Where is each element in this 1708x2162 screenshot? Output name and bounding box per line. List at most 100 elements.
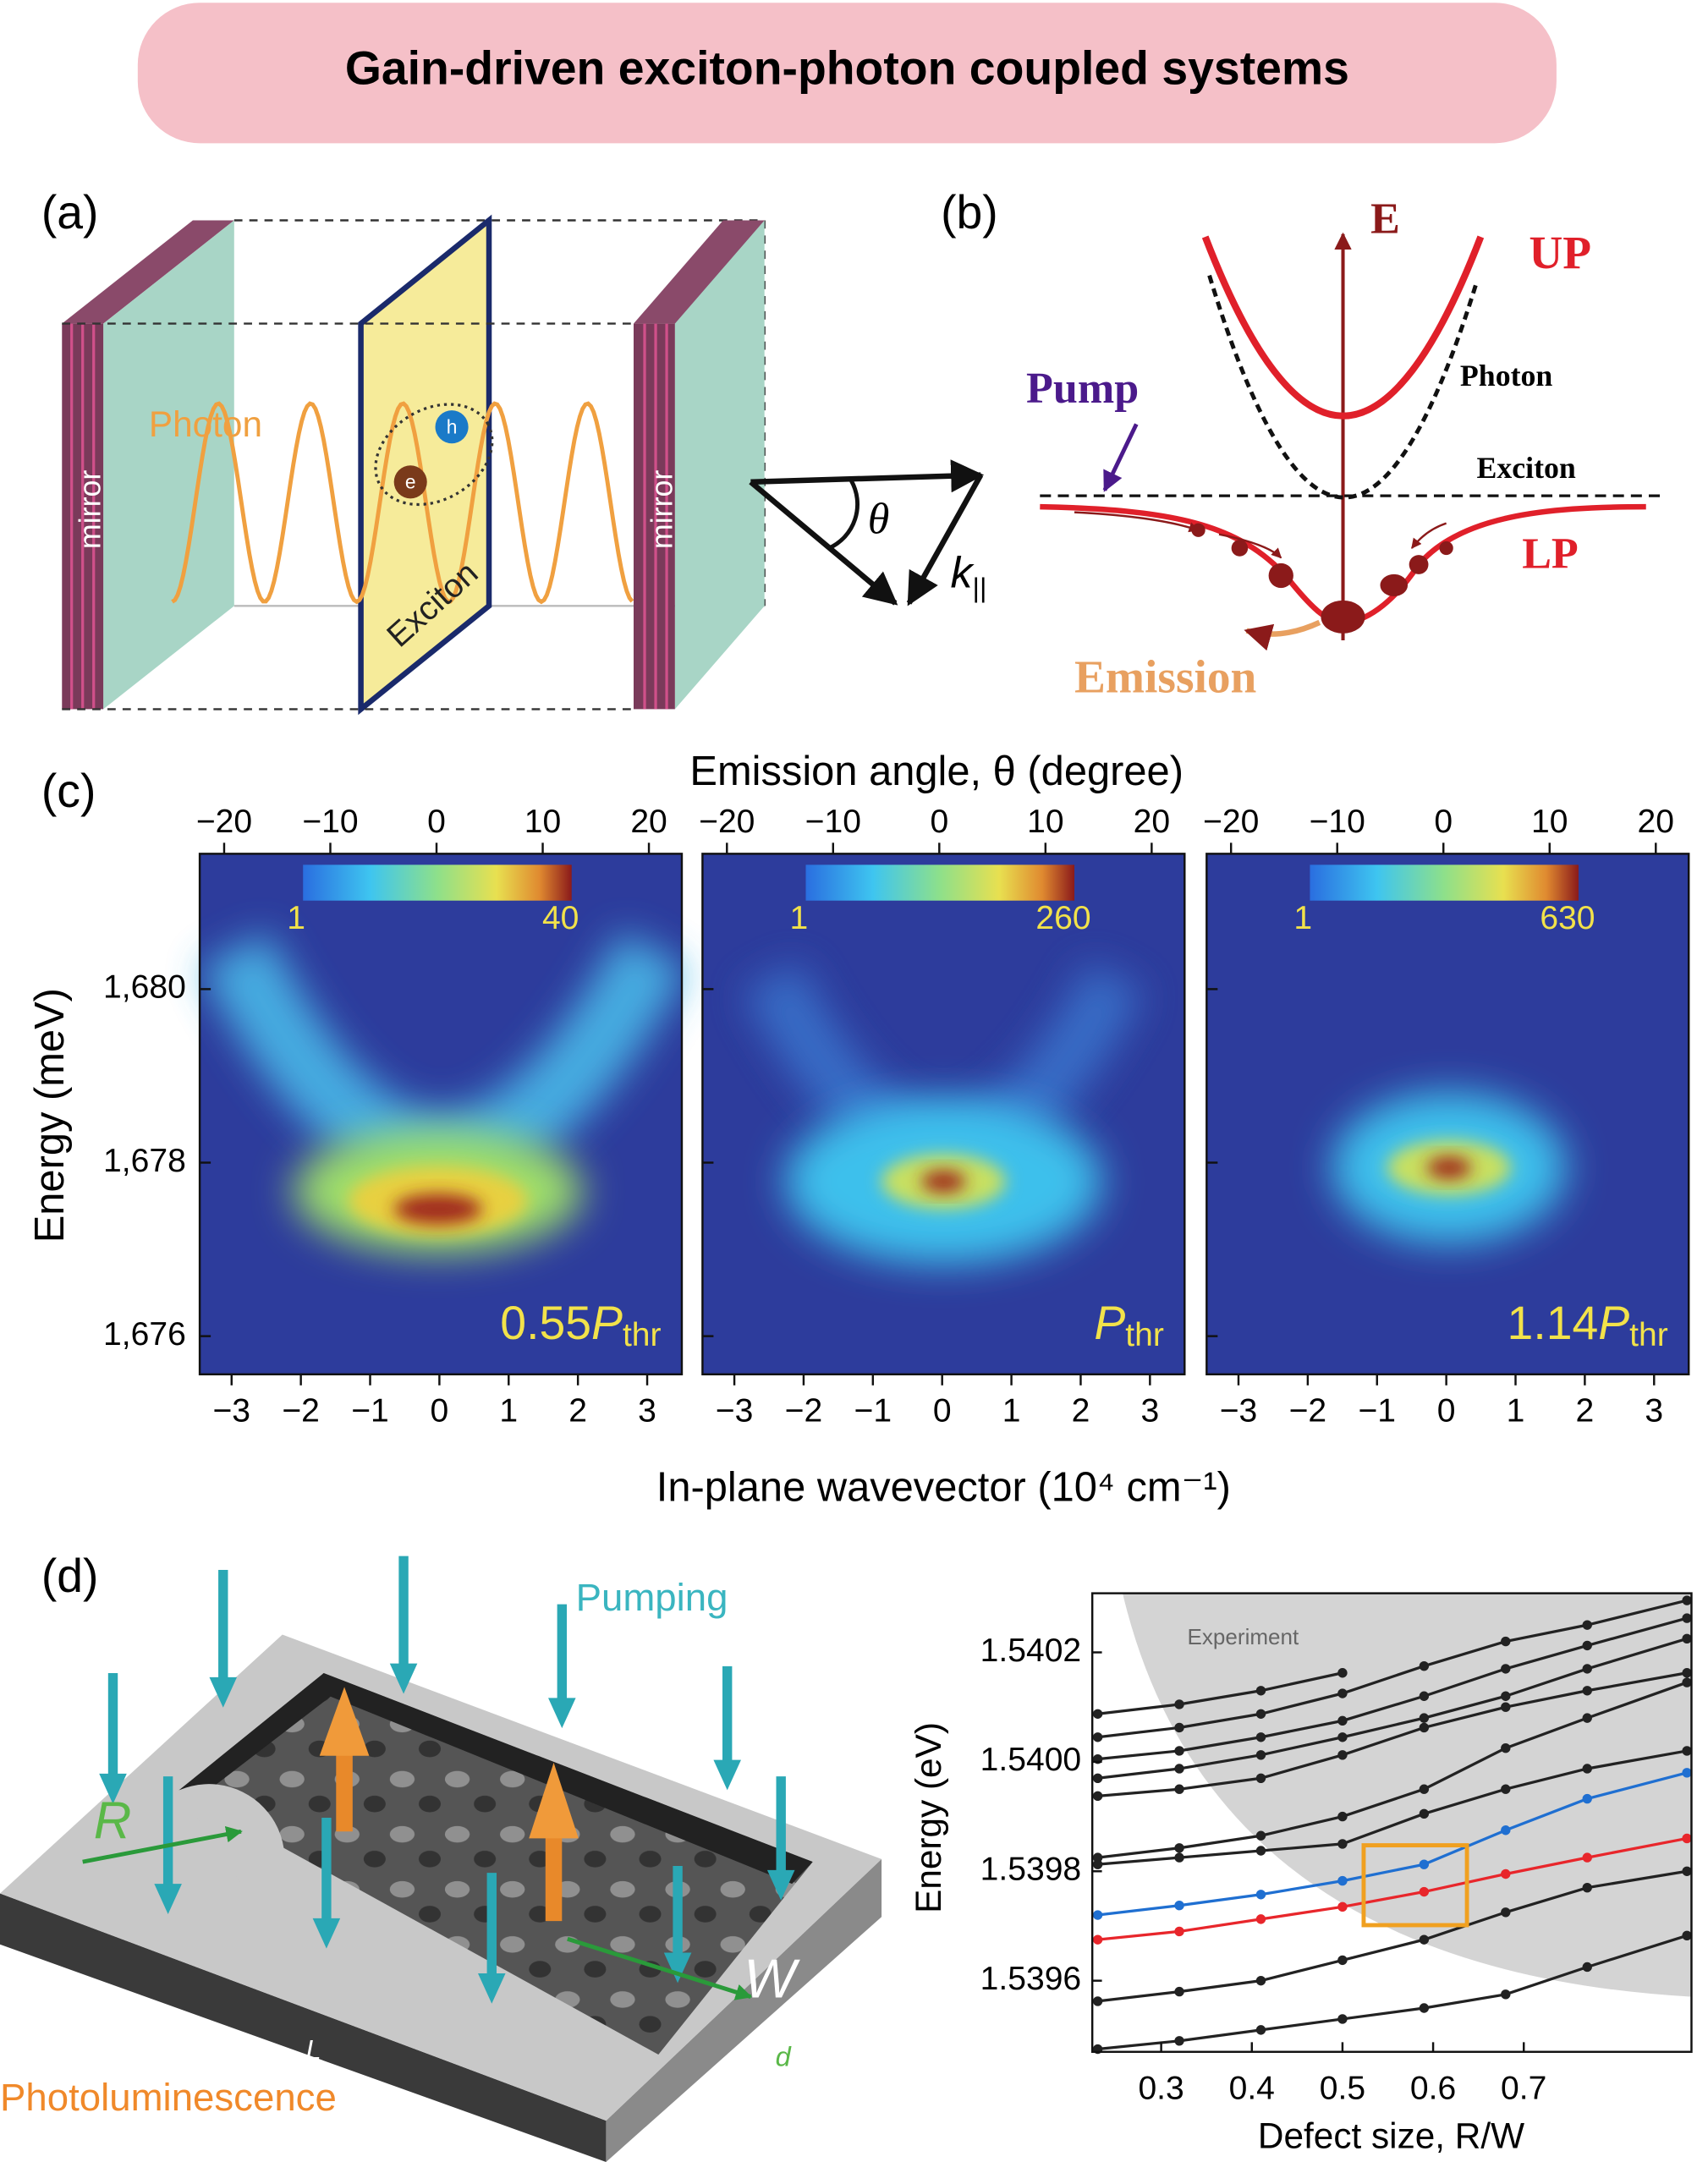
data-point — [1337, 1839, 1348, 1849]
data-point — [1501, 1784, 1511, 1794]
pump-label: Pump — [1026, 365, 1139, 413]
intensity-core — [1426, 1156, 1471, 1179]
data-point — [1419, 1660, 1430, 1671]
x2-tick-label: −10 — [302, 804, 358, 840]
data-point — [1582, 1620, 1592, 1630]
colorbar-min: 1 — [287, 900, 305, 936]
x2-tick-label: −10 — [1310, 804, 1365, 840]
data-point — [1092, 1910, 1103, 1920]
data-point — [1419, 1859, 1430, 1869]
data-point — [1682, 1677, 1692, 1687]
data-point — [1174, 1784, 1184, 1794]
power-symbol: P — [1598, 1296, 1629, 1348]
data-point — [1582, 1713, 1592, 1723]
x-tick-label: 2 — [568, 1393, 587, 1429]
plot-frame — [1090, 1592, 1693, 2053]
series-line — [1097, 1836, 1688, 1941]
data-point — [1682, 1768, 1692, 1778]
data-point — [1092, 1709, 1103, 1719]
series-line — [1097, 1681, 1688, 1859]
x-tick-label: 0 — [933, 1393, 952, 1429]
data-point — [1092, 1859, 1103, 1869]
data-point — [1337, 1750, 1348, 1760]
x-axis-label: Defect size, R/W — [1258, 2116, 1524, 2156]
intensity-core — [393, 1193, 482, 1225]
data-point — [1501, 1743, 1511, 1753]
power-subscript: thr — [1629, 1317, 1668, 1353]
panel-label: (d) — [41, 1550, 99, 1602]
x2-tick-label: 10 — [1531, 804, 1568, 840]
y-tick-label: 1,676 — [103, 1316, 186, 1353]
x-tick-label: −2 — [785, 1393, 823, 1429]
data-point — [1092, 1996, 1103, 2006]
data-point — [1255, 1709, 1266, 1719]
title-banner — [137, 3, 1557, 144]
panel-c: (c) Emission angle, θ (degree) In-plane … — [27, 749, 1690, 1510]
x2-tick-label: 20 — [1638, 804, 1674, 840]
x-tick-label: −1 — [1358, 1393, 1396, 1429]
power-subscript: thr — [623, 1317, 662, 1353]
data-point — [1174, 1926, 1184, 1937]
data-point — [1582, 1664, 1592, 1674]
data-point — [1419, 1808, 1430, 1819]
data-point — [1501, 1664, 1511, 1674]
length-label: L — [305, 2034, 321, 2065]
width-label: W — [744, 1948, 800, 2010]
x-tick-label: −3 — [1220, 1393, 1258, 1429]
data-point — [1255, 1914, 1266, 1924]
y-tick-label: 1.5400 — [980, 1742, 1081, 1778]
data-point — [1174, 2036, 1184, 2046]
series-line — [1097, 1671, 1688, 1797]
data-point — [1174, 1901, 1184, 1911]
x-tick-label: 0.7 — [1501, 2071, 1546, 2107]
power-subscript: thr — [1125, 1317, 1164, 1353]
y-tick-label: 1,680 — [103, 969, 186, 1006]
x-tick-label: 0 — [1437, 1393, 1456, 1429]
y-axis-label: Energy (eV) — [909, 1722, 948, 1913]
panel-label: (a) — [41, 186, 99, 239]
wavevector-label: k|| — [950, 548, 986, 602]
heatmap — [1332, 1092, 1567, 1244]
y-tick-label: 1,678 — [103, 1143, 186, 1179]
colorbar — [1310, 864, 1579, 901]
plot-frame — [198, 853, 684, 1375]
data-point — [1682, 1930, 1692, 1940]
data-point — [1419, 1886, 1430, 1897]
x-tick-label: 2 — [1576, 1393, 1595, 1429]
data-point — [1337, 1668, 1348, 1678]
power-factor: 0.55 — [500, 1296, 591, 1348]
pumping-label: Pumping — [576, 1576, 728, 1619]
x-axis-label: In-plane wavevector (10⁴ cm⁻¹) — [656, 1464, 1231, 1510]
data-point — [1582, 1686, 1592, 1696]
data-point — [1255, 1846, 1266, 1856]
defect-chart: Experiment 0.3 0.4 0.5 0.6 0.7 1.5396 1.5398 1.5… — [909, 1592, 1693, 2156]
x2-tick-label: −10 — [805, 804, 861, 840]
data-point — [1419, 1713, 1430, 1723]
data-point — [1174, 1764, 1184, 1774]
y-tick-label: 1.5396 — [980, 1961, 1081, 1997]
data-point — [1337, 1955, 1348, 1966]
data-point — [1337, 1732, 1348, 1742]
x2-tick-label: 0 — [427, 804, 446, 840]
data-point — [1582, 1640, 1592, 1651]
plot-frame — [701, 853, 1186, 1375]
data-point — [1255, 1975, 1266, 1986]
data-point — [1682, 1613, 1692, 1623]
x-tick-label: 0.5 — [1320, 2071, 1365, 2107]
x2-tick-label: 20 — [1134, 804, 1170, 840]
x-tick-label: 3 — [1645, 1393, 1663, 1429]
data-point — [1337, 1875, 1348, 1886]
panel-d: (d) Pumping Photoluminescence R W L d — [0, 1550, 882, 2162]
up-label: UP — [1529, 227, 1591, 278]
data-point — [1174, 1852, 1184, 1863]
energy-axis-label: E — [1370, 195, 1400, 244]
x-tick-label: −3 — [716, 1393, 754, 1429]
series-line — [1097, 1869, 1688, 2003]
x-tick-label: 0.4 — [1229, 2071, 1275, 2107]
x-tick-label: 1 — [1002, 1393, 1021, 1429]
electron-label: e — [405, 470, 416, 492]
series-line — [1097, 1934, 1688, 2051]
data-point — [1682, 1633, 1692, 1644]
defect-radius-label: R — [94, 1792, 132, 1850]
lp-label: LP — [1522, 530, 1579, 578]
